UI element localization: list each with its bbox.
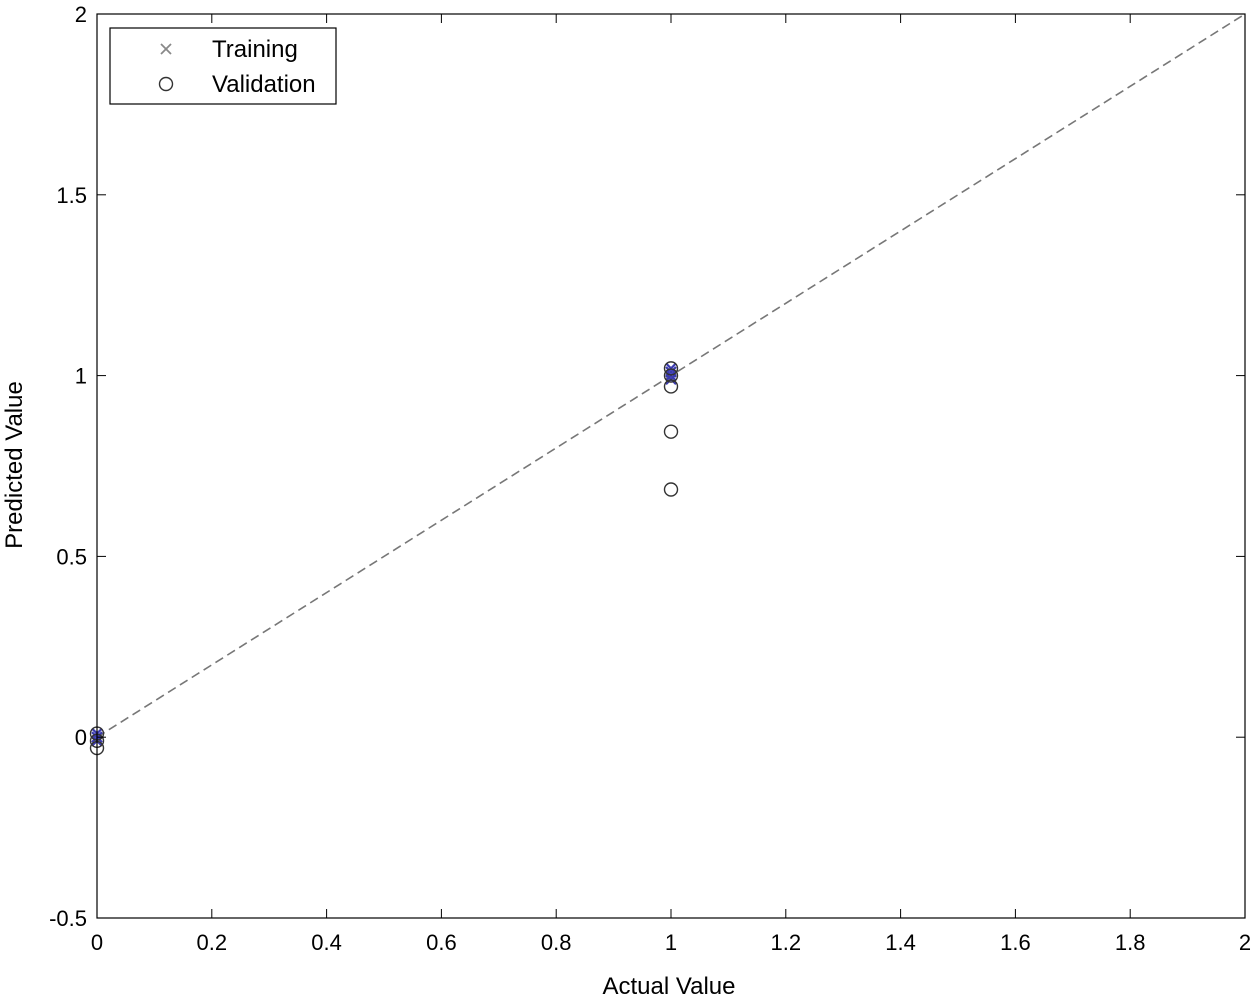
y-axis-title: Predicted Value [1,381,28,549]
training-point [665,362,677,375]
y-tick-label: 1 [75,364,87,389]
y-tick-label: -0.5 [49,906,87,931]
validation-point [663,379,679,394]
validation-point [663,424,679,439]
x-tick-label: 1.2 [771,930,802,955]
y-tick-label: 1.5 [56,183,87,208]
x-tick-label: 1.8 [1115,930,1146,955]
y-tick-label: 0 [75,725,87,750]
x-tick-label: 0.4 [311,930,342,955]
validation-point [663,361,679,376]
axes: 0 0.2 0.4 0.6 0.8 1 1.2 1.4 1.6 1.8 2-0.500.511.52 [49,2,1251,955]
x-tick-label: 1 [665,930,677,955]
legend-training-marker [160,43,172,55]
y-tick-label: 2 [75,2,87,27]
training-point-stroke [665,373,677,385]
x-axis-title: Actual Value [603,973,736,1000]
x-tick-label: 2 [1239,930,1251,955]
y-tick-label: 0.5 [56,544,87,569]
x-tick-label: 0.6 [426,930,457,955]
plot-background [97,14,1245,918]
legend-label: Training [212,36,298,63]
x-tick-label: 1.4 [885,930,916,955]
x-tick-label: 1.6 [1000,930,1031,955]
training-point-stroke [665,362,677,375]
legend-validation-marker [158,76,174,92]
training-point [665,373,677,385]
legend-marker-stroke [160,43,172,55]
plot-area [97,14,1245,918]
validation-point [663,368,679,383]
validation-point [663,482,679,497]
legend-box [109,27,337,105]
x-tick-label: 0.2 [197,930,228,955]
x-tick-label: 0 [91,930,103,955]
legend-label: Validation [212,71,316,98]
x-tick-label: 0.8 [541,930,572,955]
legend: Training Validation [109,27,337,105]
